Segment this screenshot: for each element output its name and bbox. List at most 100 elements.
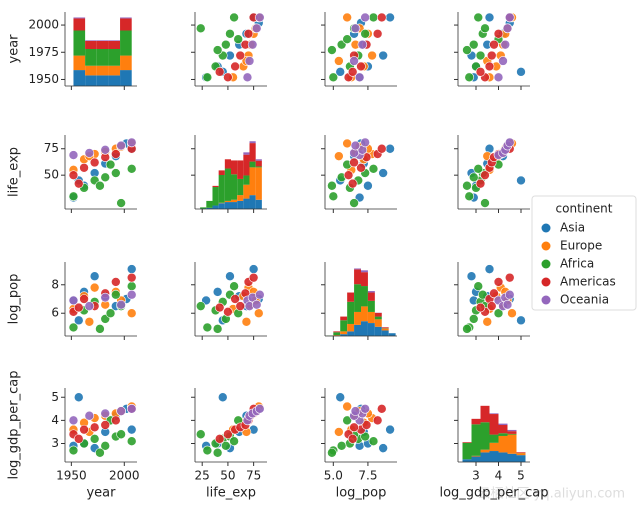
scatter-point [214, 434, 225, 444]
scatter-point [126, 436, 137, 446]
scatter-point [111, 149, 121, 159]
hist-bar [218, 175, 225, 203]
hist-bar [255, 167, 262, 200]
scatter-point [504, 12, 515, 23]
panel [454, 135, 530, 213]
panel: 3 4 5 1950 2000 [51, 388, 140, 483]
x-axis-label: log_gdp_per_cap [439, 486, 548, 501]
scatter-point [73, 315, 84, 326]
scatter-point [480, 170, 490, 180]
scatter-point [335, 67, 346, 77]
scatter-point [247, 39, 258, 50]
hist-bar [340, 334, 348, 336]
scatter-point [116, 406, 126, 416]
scatter-point [360, 404, 370, 414]
scatter-point [254, 12, 265, 23]
scatter-point [251, 23, 262, 34]
legend-title: continent [556, 202, 613, 216]
scatter-point [462, 324, 472, 334]
scatter-point [229, 12, 239, 23]
panel [321, 12, 397, 90]
scatter-point [126, 308, 137, 319]
hist-bar [120, 30, 132, 56]
x-tick-label: 4 [495, 469, 503, 483]
hist-bar [120, 55, 132, 71]
hist-bar [85, 40, 97, 41]
legend-label: Americas [560, 275, 616, 289]
scatter-point [484, 61, 495, 72]
scatter-point [376, 404, 387, 414]
hist-bar [361, 321, 368, 336]
hist-bar [367, 323, 375, 336]
scatter-point [68, 322, 79, 333]
scatter-point [202, 322, 213, 333]
y-tick-label: 4 [51, 413, 59, 427]
y-tick-label: 50 [44, 168, 59, 182]
hist-bar [249, 161, 256, 168]
legend-marker [541, 295, 551, 305]
scatter-point [343, 170, 354, 180]
hist-bar [237, 160, 244, 179]
hist-bar [120, 18, 132, 31]
hist-bar [85, 49, 97, 66]
hist-bar [212, 205, 219, 209]
hist-bar [108, 75, 121, 86]
scatter-point [335, 392, 346, 403]
scatter-point [378, 50, 388, 61]
scatter-point [100, 441, 111, 451]
scatter-point [475, 67, 486, 77]
hist-bar [200, 207, 207, 209]
scatter-point [368, 12, 379, 23]
scatter-point [68, 295, 79, 306]
scatter-point [372, 28, 383, 39]
hist-bar [224, 168, 231, 201]
scatter-point [253, 308, 264, 319]
hist-bar [120, 70, 132, 86]
hist-bar [489, 434, 499, 443]
scatter-point [493, 308, 504, 319]
scatter-point [73, 392, 84, 403]
scatter-point [489, 39, 499, 50]
scatter-point [504, 137, 515, 148]
scatter-point [225, 271, 235, 282]
hist-bar [108, 40, 121, 41]
scatter-point [225, 28, 235, 39]
scatter-point [468, 314, 479, 324]
scatter-point [360, 28, 370, 39]
scatter-point [489, 288, 499, 299]
hist-bar [516, 452, 526, 453]
scatter-point [378, 168, 388, 178]
scatter-point [100, 145, 111, 155]
scatter-point [89, 434, 100, 444]
scatter-point [89, 157, 100, 168]
hist-bar [218, 203, 225, 209]
hist-bar [206, 200, 213, 208]
hist-bar [489, 451, 499, 462]
scatter-point [342, 12, 352, 23]
panel [191, 135, 267, 213]
scatter-point [111, 289, 121, 300]
scatter-point [111, 415, 121, 426]
scatter-point [498, 56, 508, 66]
scatter-point [243, 28, 254, 39]
scatter-point [95, 447, 105, 458]
scatter-point [73, 434, 84, 444]
scatter-point [347, 434, 358, 444]
legend-label: Asia [560, 221, 585, 235]
hist-bar [354, 268, 361, 270]
hist-bar [108, 40, 121, 49]
scatter-point [349, 157, 359, 168]
scatter-point [126, 281, 137, 291]
scatter-point [84, 148, 95, 158]
scatter-point [477, 289, 488, 300]
panel: 1950 1975 2000 [28, 12, 137, 90]
hist-bar [354, 284, 361, 312]
hist-bar [333, 335, 341, 336]
scatter-point [475, 178, 486, 189]
scatter-point [116, 299, 126, 310]
scatter-point [126, 424, 137, 435]
scatter-point [214, 67, 225, 77]
hist-bar [361, 306, 368, 322]
scatter-point [223, 429, 233, 440]
scatter-point [126, 404, 137, 414]
